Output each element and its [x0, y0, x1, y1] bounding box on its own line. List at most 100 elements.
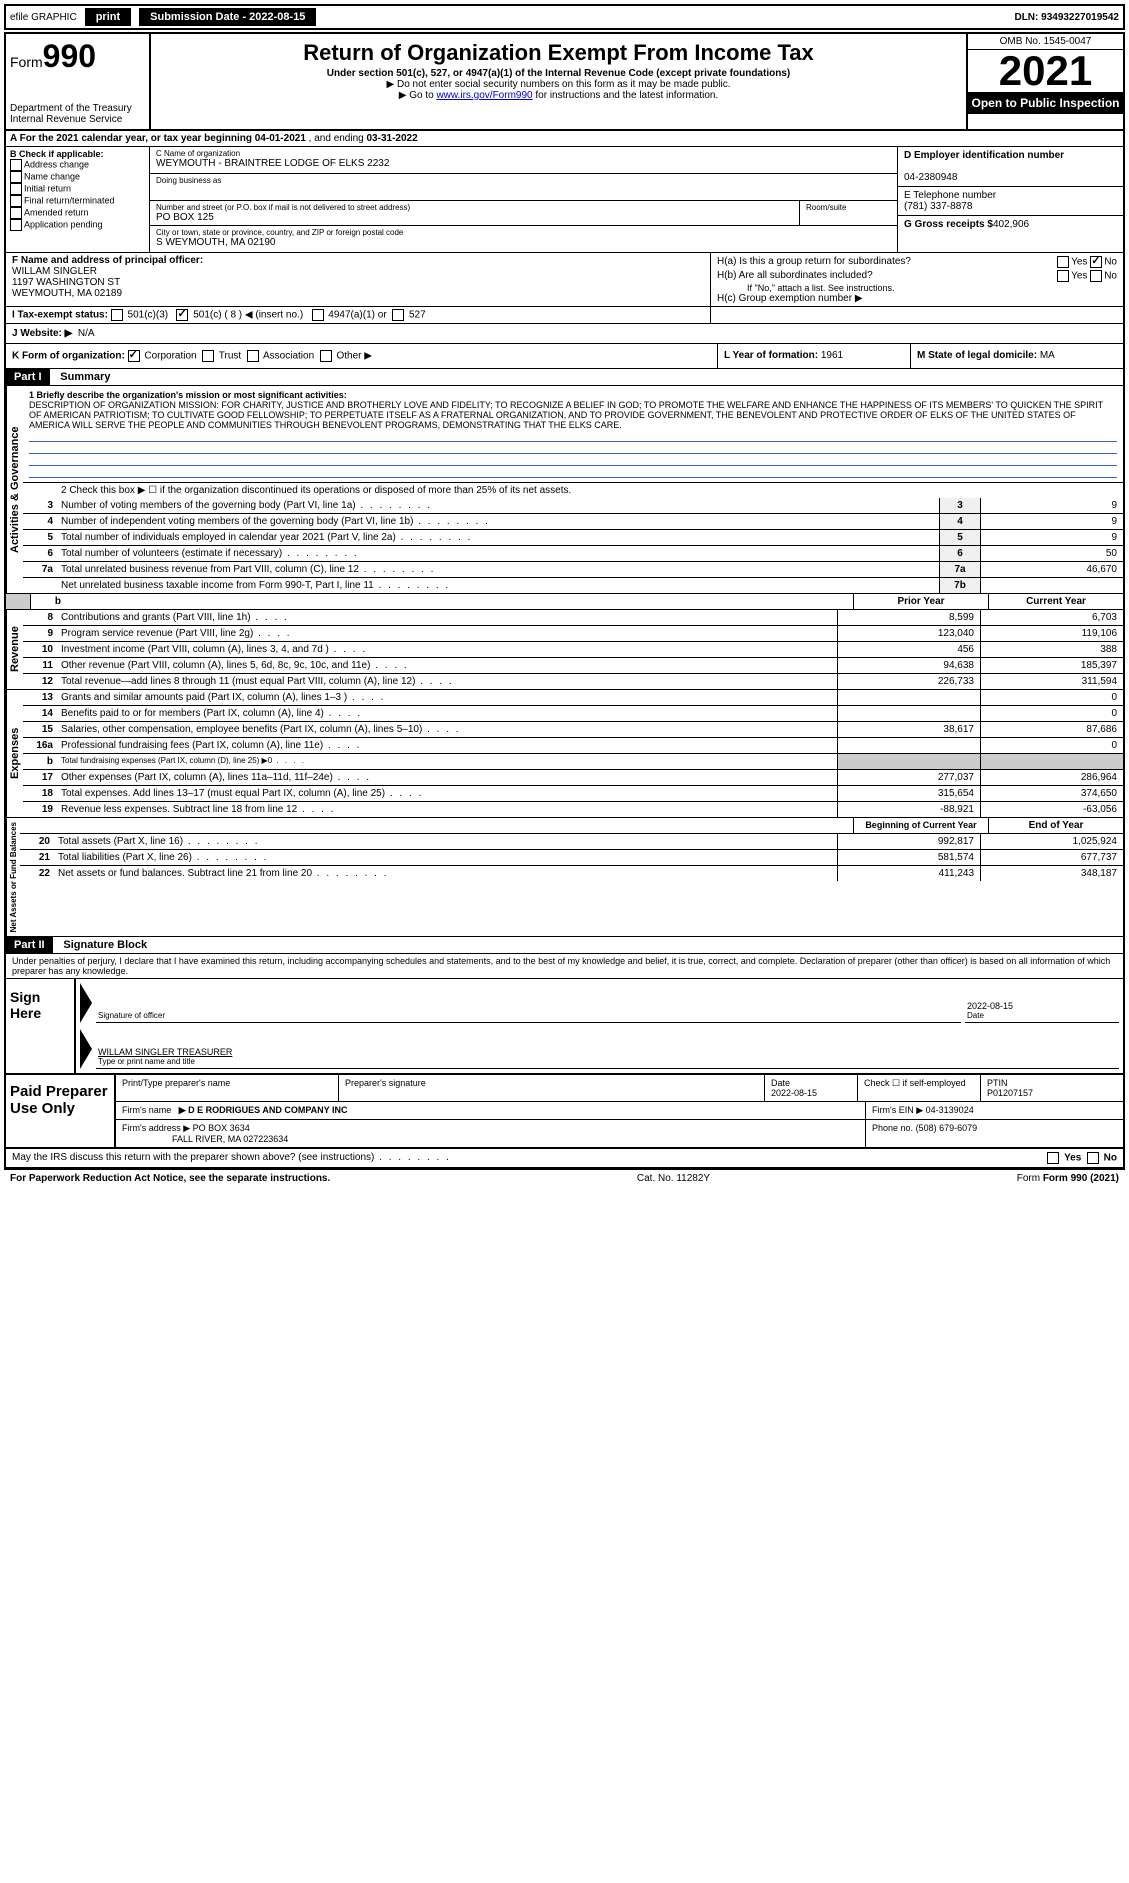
efile-top-bar: efile GRAPHIC print Submission Date - 20… — [4, 4, 1125, 30]
org-city: S WEYMOUTH, MA 02190 — [156, 237, 891, 248]
check-amended-return[interactable] — [10, 207, 22, 219]
pra-notice: For Paperwork Reduction Act Notice, see … — [10, 1173, 330, 1184]
table-row: 13Grants and similar amounts paid (Part … — [23, 690, 1123, 706]
table-row: 17Other expenses (Part IX, column (A), l… — [23, 770, 1123, 786]
check-final-return[interactable] — [10, 195, 22, 207]
dln-label: DLN: 93493227019542 — [1014, 12, 1119, 23]
ptin-label: PTIN — [987, 1078, 1008, 1088]
row-a-mid: , and ending — [306, 133, 367, 144]
section-revenue: Revenue 8Contributions and grants (Part … — [6, 610, 1123, 690]
check-name-change[interactable] — [10, 171, 22, 183]
ha-yes-label: Yes — [1071, 257, 1087, 268]
check-address-change[interactable] — [10, 159, 22, 171]
col-f-officer: F Name and address of principal officer:… — [6, 253, 711, 306]
table-row: 16aProfessional fundraising fees (Part I… — [23, 738, 1123, 754]
check-other[interactable] — [320, 350, 332, 362]
table-row: 15Salaries, other compensation, employee… — [23, 722, 1123, 738]
ha-no[interactable] — [1090, 256, 1102, 268]
check-4947[interactable] — [312, 309, 324, 321]
dba-label: Doing business as — [156, 176, 891, 185]
part2-badge: Part II — [6, 937, 53, 953]
opt-501c3: 501(c)(3) — [128, 310, 169, 321]
prep-date-label: Date — [771, 1078, 790, 1088]
sig-date: 2022-08-15 — [967, 1001, 1117, 1011]
vlabel-net: Net Assets or Fund Balances — [6, 818, 20, 936]
dept-treasury: Department of the Treasury — [10, 103, 145, 114]
submission-date-button[interactable]: Submission Date - 2022-08-15 — [139, 8, 316, 26]
website-label: J Website: ▶ — [12, 328, 72, 339]
preparer-name-label: Print/Type preparer's name — [116, 1075, 339, 1101]
website-value: N/A — [78, 328, 95, 339]
firm-phone: (508) 679-6079 — [916, 1123, 978, 1133]
addr-label: Number and street (or P.O. box if mail i… — [156, 203, 793, 212]
part1-title: Summary — [52, 369, 118, 385]
col-b-title: B Check if applicable: — [10, 149, 104, 159]
check-assoc[interactable] — [247, 350, 259, 362]
sig-date-label: Date — [967, 1011, 1117, 1020]
col-b-checkboxes: B Check if applicable: Address change Na… — [6, 147, 150, 252]
arrow-icon — [80, 1029, 92, 1069]
irs-label: Internal Revenue Service — [10, 114, 145, 125]
opt-501c: 501(c) ( 8 ) ◀ (insert no.) — [193, 310, 303, 321]
form-header: Form990 Department of the Treasury Inter… — [6, 34, 1123, 131]
table-row: 10Investment income (Part VIII, column (… — [23, 642, 1123, 658]
firm-addr2: FALL RIVER, MA 027223634 — [172, 1134, 288, 1144]
tax-year: 2021 — [968, 50, 1123, 92]
mission-label: 1 Briefly describe the organization's mi… — [29, 390, 347, 400]
part-1-header: Part I Summary — [6, 369, 1123, 386]
check-corp[interactable] — [128, 350, 140, 362]
row-j-website: J Website: ▶ N/A — [6, 324, 1123, 344]
firm-name: ▶ D E RODRIGUES AND COMPANY INC — [179, 1105, 348, 1115]
hb-yes[interactable] — [1057, 270, 1069, 282]
part1-badge: Part I — [6, 369, 50, 385]
check-501c[interactable] — [176, 309, 188, 321]
table-row: 4Number of independent voting members of… — [23, 514, 1123, 530]
org-name: WEYMOUTH - BRAINTREE LODGE OF ELKS 2232 — [156, 158, 891, 169]
table-row: 6Total number of volunteers (estimate if… — [23, 546, 1123, 562]
irs-link[interactable]: www.irs.gov/Form990 — [436, 90, 532, 101]
efile-label: efile GRAPHIC — [10, 12, 77, 23]
discuss-no-label: No — [1104, 1153, 1117, 1164]
hc-label: H(c) Group exemption number ▶ — [717, 293, 1117, 304]
table-row: 3Number of voting members of the governi… — [23, 498, 1123, 514]
form-org-label: K Form of organization: — [12, 351, 125, 362]
hb-label: H(b) Are all subordinates included? — [717, 270, 873, 282]
hb-no[interactable] — [1090, 270, 1102, 282]
ha-label: H(a) Is this a group return for subordin… — [717, 256, 911, 268]
table-row: 19Revenue less expenses. Subtract line 1… — [23, 802, 1123, 817]
open-public-badge: Open to Public Inspection — [968, 92, 1123, 114]
print-button[interactable]: print — [85, 8, 131, 26]
discuss-no[interactable] — [1087, 1152, 1099, 1164]
discuss-question: May the IRS discuss this return with the… — [12, 1152, 451, 1163]
table-row: 5Total number of individuals employed in… — [23, 530, 1123, 546]
firm-phone-label: Phone no. — [872, 1123, 913, 1133]
form-title: Return of Organization Exempt From Incom… — [155, 40, 962, 66]
check-initial-return[interactable] — [10, 183, 22, 195]
col-h-group: H(a) Is this a group return for subordin… — [711, 253, 1123, 306]
table-row: 11Other revenue (Part VIII, column (A), … — [23, 658, 1123, 674]
year-end: 03-31-2022 — [367, 133, 418, 144]
row-b: b — [31, 594, 65, 609]
sig-officer-label: Signature of officer — [98, 1011, 959, 1020]
hb-note: If "No," attach a list. See instructions… — [717, 283, 1117, 293]
form-990: Form990 Department of the Treasury Inter… — [4, 32, 1125, 1170]
mission-text: DESCRIPTION OF ORGANIZATION MISSION: FOR… — [29, 400, 1103, 430]
table-row: 21Total liabilities (Part X, line 26)581… — [20, 850, 1123, 866]
check-527[interactable] — [392, 309, 404, 321]
check-trust[interactable] — [202, 350, 214, 362]
row-a-prefix: A For the 2021 calendar year, or tax yea… — [10, 133, 255, 144]
sign-here-section: Sign Here Signature of officer 2022-08-1… — [6, 979, 1123, 1075]
label-initial-return: Initial return — [24, 183, 71, 193]
discuss-yes[interactable] — [1047, 1152, 1059, 1164]
officer-label: F Name and address of principal officer: — [12, 255, 203, 266]
section-fh: F Name and address of principal officer:… — [6, 253, 1123, 307]
table-row: 14Benefits paid to or for members (Part … — [23, 706, 1123, 722]
ha-yes[interactable] — [1057, 256, 1069, 268]
year-formation: 1961 — [821, 350, 843, 361]
ein-label: D Employer identification number — [904, 150, 1064, 161]
paid-preparer-section: Paid Preparer Use Only Print/Type prepar… — [6, 1075, 1123, 1149]
check-501c3[interactable] — [111, 309, 123, 321]
table-row: Net unrelated business taxable income fr… — [23, 578, 1123, 593]
table-row: 18Total expenses. Add lines 13–17 (must … — [23, 786, 1123, 802]
check-application-pending[interactable] — [10, 219, 22, 231]
